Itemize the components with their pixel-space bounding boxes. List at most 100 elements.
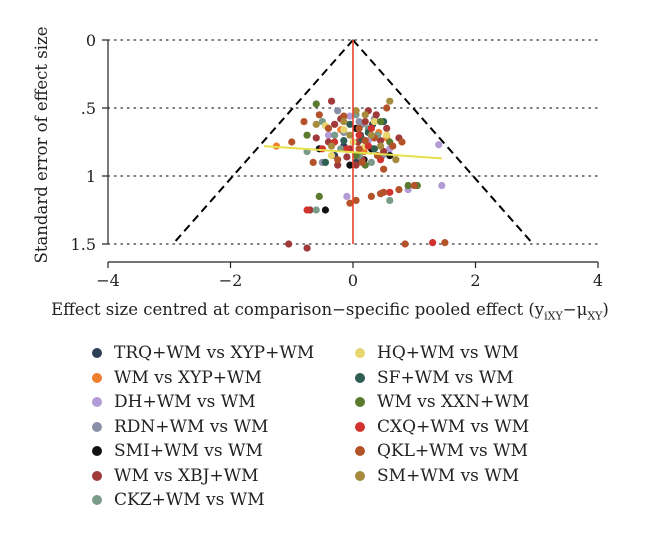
data-point bbox=[343, 145, 351, 153]
data-point bbox=[355, 145, 363, 153]
legend-marker bbox=[92, 446, 102, 456]
data-point bbox=[376, 118, 385, 126]
y-tick-label: .5 bbox=[81, 99, 96, 118]
data-point bbox=[364, 142, 372, 150]
data-point bbox=[383, 104, 391, 112]
data-point bbox=[331, 120, 339, 128]
y-tick-label: 1 bbox=[86, 167, 96, 186]
data-point bbox=[346, 199, 354, 207]
data-point bbox=[334, 107, 342, 115]
x-tick-label: 4 bbox=[593, 271, 603, 290]
data-point bbox=[327, 152, 336, 160]
legend-label: DH+WM vs WM bbox=[114, 392, 256, 412]
reference-lines bbox=[264, 40, 442, 244]
data-point bbox=[376, 142, 385, 150]
x-tick-label: 0 bbox=[348, 271, 358, 290]
data-point bbox=[380, 165, 388, 173]
data-point bbox=[300, 118, 308, 126]
legend-marker bbox=[92, 372, 102, 383]
data-point bbox=[346, 120, 354, 128]
legend-item: CKZ+WM vs WM bbox=[92, 489, 265, 511]
data-point bbox=[370, 118, 379, 126]
legend-marker bbox=[355, 397, 365, 407]
data-point bbox=[386, 97, 394, 105]
data-point bbox=[386, 196, 394, 205]
legend-label: SM+WM vs WM bbox=[377, 465, 520, 486]
legend-item: QKL+WM vs WM bbox=[355, 440, 528, 462]
data-point bbox=[340, 112, 348, 120]
data-point bbox=[435, 141, 443, 149]
data-point bbox=[303, 206, 311, 214]
data-point bbox=[367, 158, 375, 166]
data-point bbox=[429, 239, 437, 247]
data-point bbox=[343, 153, 351, 161]
data-point bbox=[321, 206, 330, 214]
legend: TRQ+WM vs XYP+WM WM vs XYP+WM DH+WM vs WM R… bbox=[92, 342, 572, 532]
legend-item: SF+WM vs WM bbox=[355, 367, 514, 389]
funnel-left-line bbox=[172, 39, 354, 245]
data-point bbox=[327, 142, 336, 150]
legend-label: TRQ+WM vs XYP+WM bbox=[114, 343, 315, 363]
x-axis-label-main: Effect size centred at comparison−specif… bbox=[51, 300, 545, 319]
data-point bbox=[315, 111, 323, 119]
data-point bbox=[352, 196, 360, 205]
legend-item: HQ+WM vs WM bbox=[355, 342, 519, 364]
y-tick-label: 1.5 bbox=[71, 235, 96, 254]
data-point bbox=[334, 156, 342, 164]
data-point bbox=[376, 137, 385, 145]
data-point bbox=[367, 192, 375, 200]
data-point bbox=[398, 138, 406, 146]
legend-marker bbox=[92, 495, 102, 505]
legend-marker bbox=[92, 348, 102, 358]
legend-label: CKZ+WM vs WM bbox=[114, 490, 265, 510]
data-point bbox=[395, 186, 403, 194]
funnel-right-line bbox=[352, 39, 534, 245]
legend-label: SF+WM vs WM bbox=[377, 367, 514, 388]
data-point bbox=[340, 137, 348, 145]
data-point bbox=[383, 131, 391, 139]
data-point bbox=[376, 190, 385, 198]
data-point bbox=[358, 158, 366, 166]
legend-item: TRQ+WM vs XYP+WM bbox=[92, 342, 314, 364]
data-point bbox=[383, 124, 391, 132]
data-point bbox=[309, 158, 317, 166]
data-point bbox=[324, 124, 333, 132]
data-point bbox=[346, 161, 354, 169]
data-point bbox=[355, 124, 363, 132]
legend-marker bbox=[355, 470, 365, 481]
data-point bbox=[355, 131, 363, 139]
data-point bbox=[331, 131, 339, 139]
data-point bbox=[343, 192, 351, 200]
legend-marker bbox=[92, 421, 102, 432]
data-point bbox=[303, 131, 311, 139]
y-tick-label: 0 bbox=[86, 31, 96, 50]
legend-label: SMI+WM vs WM bbox=[114, 441, 263, 461]
legend-marker bbox=[355, 421, 365, 432]
data-point bbox=[372, 111, 380, 119]
data-point bbox=[346, 131, 354, 139]
data-point bbox=[352, 161, 360, 169]
data-point bbox=[361, 137, 369, 145]
data-point bbox=[321, 158, 330, 166]
data-point bbox=[312, 100, 320, 108]
legend-label: RDN+WM vs WM bbox=[114, 416, 269, 437]
legend-item: WM vs XYP+WM bbox=[92, 367, 262, 389]
legend-item: RDN+WM vs WM bbox=[92, 416, 268, 438]
data-point bbox=[370, 145, 379, 153]
x-axis-label-sub1: iXY bbox=[544, 309, 563, 323]
legend-label: WM vs XYP+WM bbox=[114, 367, 262, 388]
x-tick-label: −4 bbox=[96, 271, 120, 290]
data-point bbox=[312, 206, 320, 214]
data-point bbox=[285, 240, 293, 248]
data-point bbox=[404, 181, 412, 190]
regression-line bbox=[264, 145, 442, 160]
axes: 0 .5 1 1.5−4 −2 0 2 4 bbox=[71, 31, 604, 290]
legend-label: WM vs XBJ+WM bbox=[114, 465, 259, 486]
data-point bbox=[312, 134, 320, 142]
x-axis-label-mid: −μ bbox=[562, 300, 588, 319]
x-tick-label: 2 bbox=[470, 271, 480, 290]
legend-item: SM+WM vs WM bbox=[355, 465, 519, 487]
x-axis-label-end: ) bbox=[602, 300, 609, 319]
data-point bbox=[367, 131, 375, 139]
data-point bbox=[334, 161, 342, 169]
